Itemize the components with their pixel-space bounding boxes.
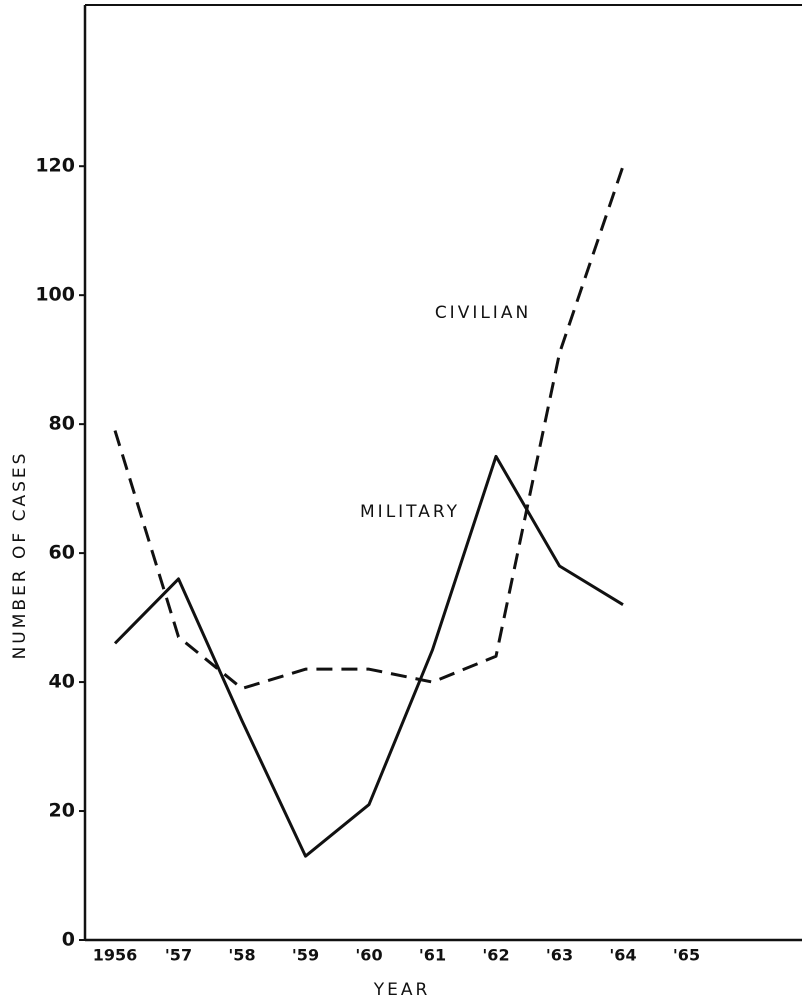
x-tick-label: '59 — [292, 946, 319, 965]
y-tick-label: 120 — [35, 155, 75, 177]
y-tick-label: 100 — [35, 284, 75, 306]
y-axis-label: NUMBER OF CASES — [10, 451, 30, 660]
x-tick-label: '65 — [673, 946, 700, 965]
series-annotation: CIVILIAN — [435, 303, 531, 323]
x-tick-label: '61 — [419, 946, 446, 965]
series-annotation: MILITARY — [360, 502, 460, 522]
y-tick-label: 60 — [49, 542, 75, 564]
y-tick-label: 80 — [49, 413, 75, 435]
y-tick-label: 40 — [49, 671, 75, 693]
y-tick-label: 20 — [49, 800, 75, 822]
series-line — [113, 165, 625, 691]
series-line — [113, 454, 624, 858]
x-axis-label: YEAR — [373, 980, 431, 1000]
x-tick-label: 1956 — [93, 946, 138, 965]
x-tick-label: '64 — [609, 946, 636, 965]
x-tick-label: '63 — [546, 946, 573, 965]
x-tick-label: '58 — [228, 946, 255, 965]
x-tick-label: '62 — [482, 946, 509, 965]
x-tick-label: '60 — [355, 946, 382, 965]
x-tick-label: '57 — [165, 946, 192, 965]
y-tick-label: 0 — [62, 929, 75, 951]
